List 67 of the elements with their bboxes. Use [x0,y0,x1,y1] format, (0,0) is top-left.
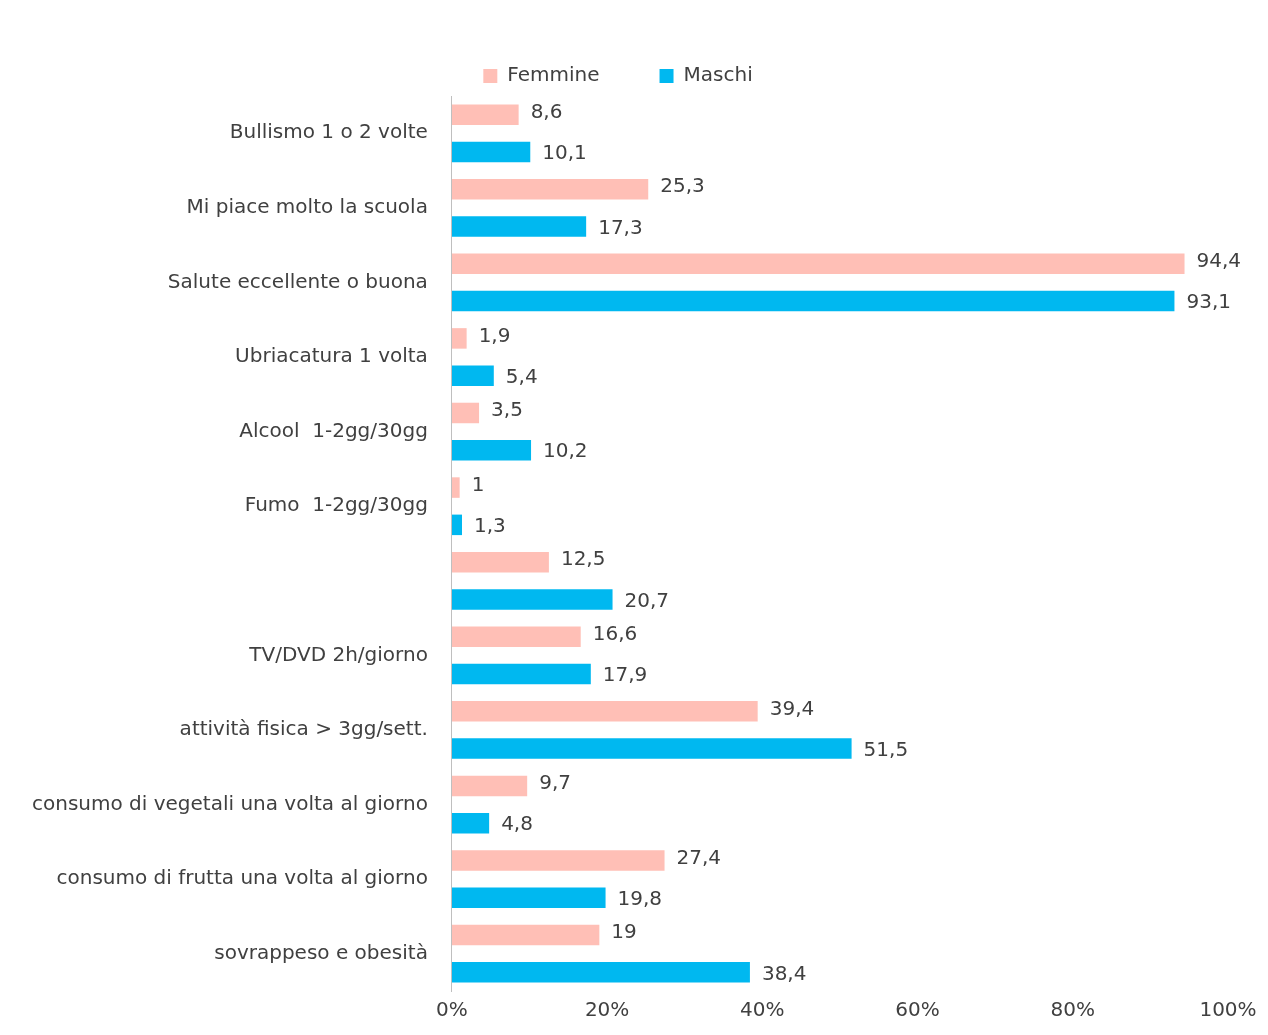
data-label: 1,3 [473,513,506,538]
y-tick-label: Salute eccellente o buona [167,268,428,293]
bar [451,701,758,722]
y-tick-label: Ubriacatura 1 volta [235,343,428,368]
data-label: 93,1 [1186,289,1231,314]
data-label: 25,3 [660,173,705,198]
y-tick-label: sovrappeso e obesità [214,939,428,964]
x-tick-label: 100% [1199,997,1257,1022]
data-label: 17,9 [602,662,648,687]
bar [451,104,519,125]
data-label: 19,8 [617,885,663,910]
bar [451,589,613,610]
x-tick-label: 80% [1050,997,1095,1022]
bar [451,962,750,983]
legend-label: Maschi [683,62,753,87]
data-label: 4,8 [501,811,533,836]
bar [451,924,600,946]
y-tick-label: consumo di vegetali una volta al giorno [32,790,428,815]
y-tick-label: Mi piace molto la scuola [186,194,428,219]
bar [451,328,467,349]
data-label: 3,5 [491,397,523,422]
y-tick-label: Bullismo 1 o 2 volte [229,119,428,144]
bar [451,775,528,797]
bar [451,440,532,461]
data-label: 10,1 [542,140,587,165]
data-label: 16,6 [592,620,638,645]
bar [451,477,460,498]
bar [451,514,462,536]
data-label: 27,4 [676,844,722,869]
bar [451,850,665,871]
y-tick-label: consumo di frutta una volta al giorno [56,865,428,890]
x-tick-label: 40% [740,997,785,1022]
bar [451,626,581,647]
x-tick-label: 20% [584,997,630,1022]
bar [451,253,1185,275]
data-label: 5,4 [505,363,538,388]
data-label: 19 [611,919,637,944]
y-tick-label: attività fisica > 3gg/sett. [179,716,428,741]
bar [451,365,494,386]
y-tick-label: Alcool 1-2gg/30gg [239,417,428,442]
bar [451,551,549,573]
legend-label: Femmine [507,62,600,87]
data-label: 51,5 [863,736,909,761]
data-label: 12,5 [560,546,606,571]
bar [451,402,480,424]
bar [451,663,591,685]
data-label: 17,3 [598,214,643,239]
data-label: 38,4 [761,960,807,985]
bar [451,812,490,834]
bar [451,178,649,200]
bar [451,738,852,759]
data-label: 9,7 [539,770,571,795]
x-tick-label: 60% [895,997,940,1022]
y-tick-label: Fumo 1-2gg/30gg [244,492,428,517]
bar [451,216,587,237]
data-label: 8,6 [530,98,563,123]
data-label: 1 [471,471,485,496]
bar [451,290,1175,312]
data-label: 1,9 [478,322,511,347]
data-label: 39,4 [769,695,815,720]
bar [451,887,606,909]
x-tick-label: 0% [436,997,468,1022]
data-label: 94,4 [1196,248,1242,273]
data-label: 20,7 [624,587,670,612]
bar [451,141,531,163]
y-tick-label: TV/DVD 2h/giorno [248,641,428,666]
data-label: 10,2 [543,438,588,463]
